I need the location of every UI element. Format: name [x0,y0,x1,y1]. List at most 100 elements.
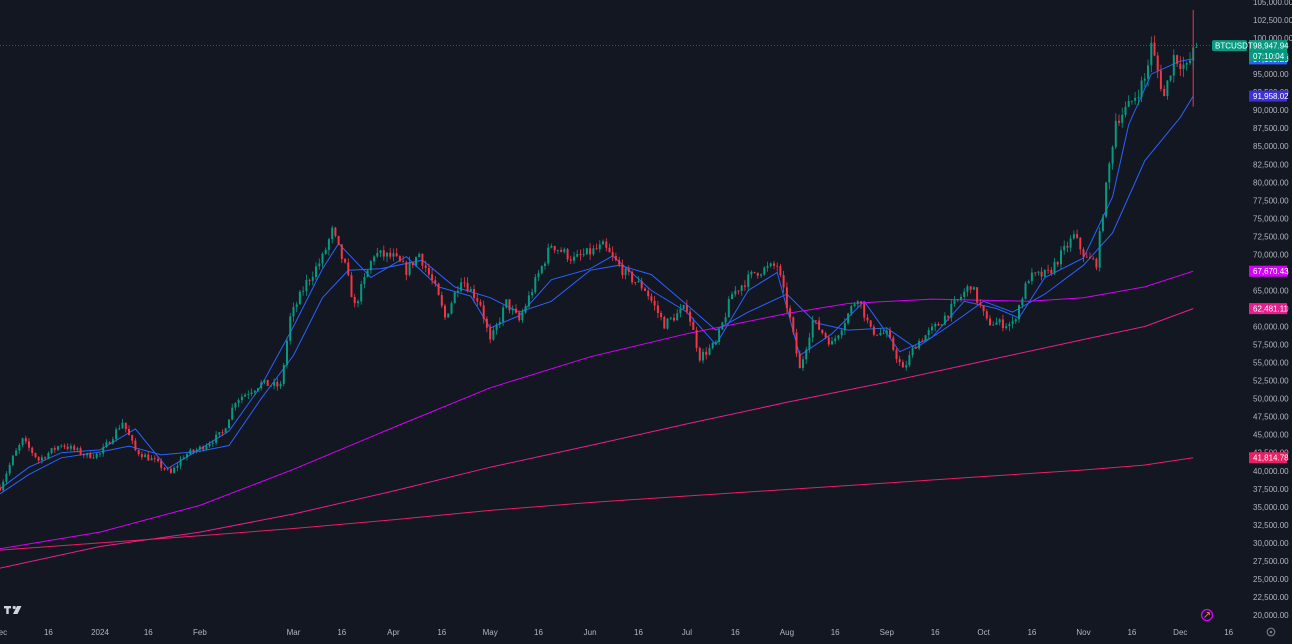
candle-body [544,263,546,266]
moving-average-line [0,308,1194,569]
candle-body [537,273,540,278]
candle-body [11,455,14,465]
price-axis-label: 67,670.43 [1249,265,1289,277]
candle-body [344,259,347,263]
candle-body [872,326,875,335]
candle-body [850,306,853,314]
candle-body [257,388,259,391]
candle-body [763,267,766,275]
candle-body [769,263,772,266]
price-label-text: 62,481.11 [1253,305,1289,314]
candle-body [128,429,130,436]
replay-icon[interactable] [1200,608,1214,622]
candle-body [911,348,914,356]
time-tick-label: 16 [634,628,643,637]
price-label-text: 91,958.02 [1253,92,1289,101]
candle-body [598,244,601,249]
candle-body [463,282,466,284]
candle-body [631,271,634,283]
candle-body [234,403,237,408]
candle-body [937,324,940,326]
candle-body [392,253,395,257]
candle-body [482,305,485,319]
candle-body [1027,281,1030,284]
candle-body [169,468,172,473]
candle-body [331,227,334,240]
candle-body [495,324,498,331]
candle-body [602,241,604,245]
candle-body [782,275,785,288]
candle-body [21,438,24,445]
candle-body [282,364,285,384]
candle-body [357,301,359,304]
candle-body [1179,63,1182,69]
candle-body [1092,258,1095,260]
candle-body [531,292,534,296]
candle-body [350,275,353,298]
candle-body [153,458,156,460]
candle-body [943,315,946,325]
candle-body [1130,100,1133,102]
candle-body [579,254,582,256]
candle-body [731,294,733,300]
candle-body [395,253,398,257]
candle-body [140,454,143,458]
symbol-badge: BTCUSDT [1212,40,1253,52]
candle-body [369,261,372,271]
candle-body [73,445,76,450]
settings-gear-icon[interactable] [1266,627,1276,637]
candle-body [144,454,147,458]
candle-body [1085,256,1088,258]
candle-body [576,254,579,257]
candle-body [840,330,843,336]
price-tick-label: 90,000.00 [1253,106,1289,115]
candle-body [1108,163,1111,183]
candle-body [550,246,553,248]
candle-body [456,290,459,293]
candle-body [1111,147,1114,164]
time-axis[interactable]: Dec 16 2024 16 Feb Mar 16 Apr 16 May 16 Jun 16 Jul 16 A… [0,628,1234,637]
candle-body [856,301,859,305]
candle-body [53,448,56,450]
candle-body [595,248,598,250]
candle-body [802,359,804,369]
time-tick-label: Jun [584,628,597,637]
price-label-text: 67,670.43 [1253,267,1289,276]
candle-body [518,312,521,321]
price-tick-label: 32,500.00 [1253,521,1289,530]
time-tick-label: 16 [337,628,346,637]
price-tick-label: 57,500.00 [1253,341,1289,350]
time-tick-label: Sep [880,628,895,637]
candle-body [302,291,305,292]
candle-body [743,285,746,287]
candle-body [908,355,911,366]
price-tick-label: 82,500.00 [1253,160,1289,169]
candle-body [1034,272,1037,274]
candle-body [1095,258,1098,268]
time-tick-label: 16 [1027,628,1036,637]
time-tick-label: 16 [437,628,446,637]
candle-body [1001,319,1004,329]
candle-body [311,277,314,281]
moving-average-line [0,270,1194,550]
candle-body [573,256,575,261]
candle-body [250,392,253,394]
candle-body [24,438,27,442]
candle-body [1153,42,1156,56]
time-tick-label: Mar [287,628,301,637]
candle-body [28,441,30,448]
candle-body [37,457,40,461]
candle-body [1169,75,1172,81]
candle-body [882,332,885,334]
tradingview-logo-icon[interactable] [4,605,22,614]
candle-body [682,305,685,309]
candle-body [992,324,995,326]
price-tick-label: 35,000.00 [1253,503,1289,512]
candle-body [685,305,688,312]
candle-body [905,365,908,368]
candle-body [434,280,437,284]
time-tick-label: 16 [1127,628,1136,637]
candle-body [308,280,311,281]
candle-body [640,281,643,289]
